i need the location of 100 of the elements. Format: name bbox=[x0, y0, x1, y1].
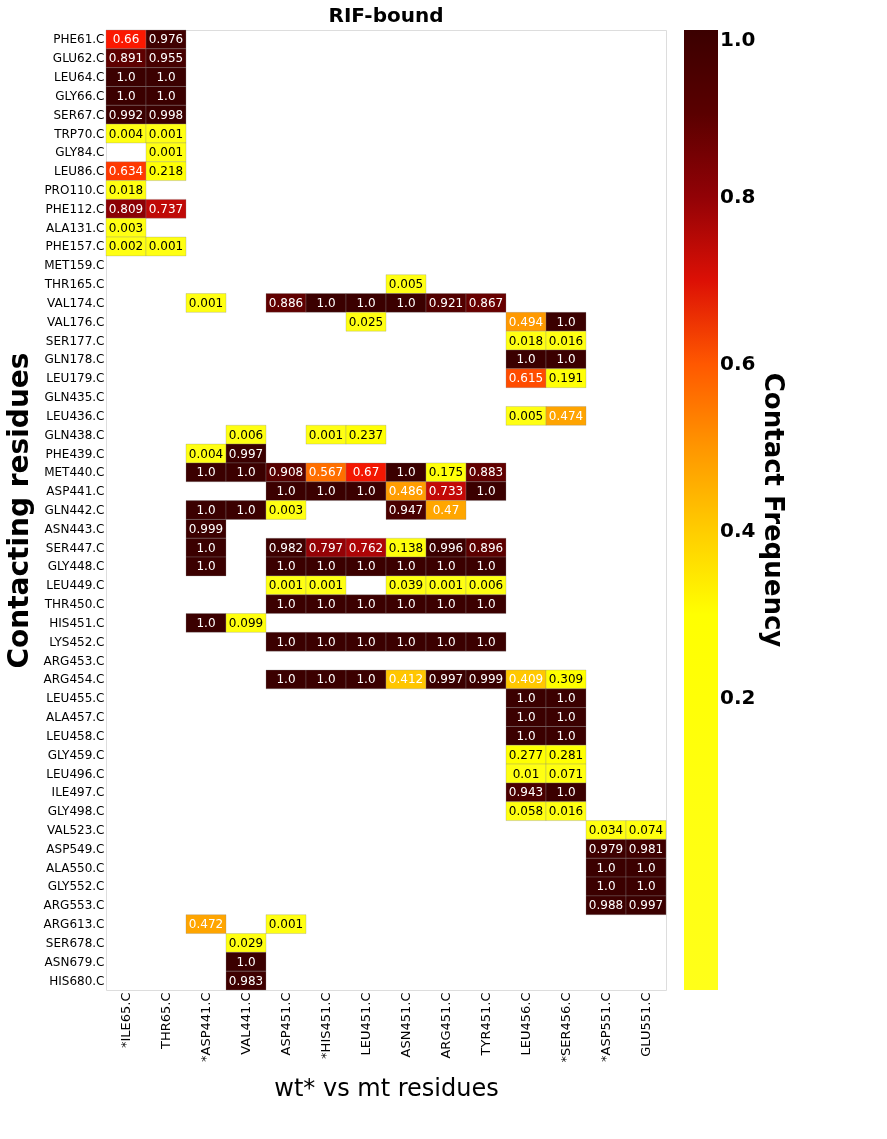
data-label: 1.0 bbox=[356, 597, 376, 612]
data-label: 0.409 bbox=[508, 672, 544, 687]
data-label: 0.976 bbox=[148, 32, 184, 47]
data-label: 0.001 bbox=[148, 239, 184, 254]
y-tick-label: LEU436.C bbox=[46, 408, 105, 423]
data-label: 1.0 bbox=[196, 465, 216, 480]
data-label: 0.472 bbox=[188, 917, 224, 932]
data-label: 1.0 bbox=[436, 597, 456, 612]
data-label: 0.016 bbox=[548, 804, 584, 819]
data-label: 0.001 bbox=[308, 427, 344, 442]
y-tick-label: HIS680.C bbox=[49, 973, 105, 988]
y-tick-label: ALA131.C bbox=[46, 220, 105, 235]
data-label: 0.983 bbox=[228, 973, 264, 988]
data-label: 1.0 bbox=[476, 597, 496, 612]
data-label: 0.237 bbox=[348, 427, 384, 442]
color-bar-title: Contact Frequency bbox=[759, 372, 789, 648]
data-label: 1.0 bbox=[196, 540, 216, 555]
data-label: 0.67 bbox=[352, 465, 380, 480]
y-tick-label: VAL176.C bbox=[47, 314, 105, 329]
data-label: 0.982 bbox=[268, 540, 304, 555]
data-label: 1.0 bbox=[516, 352, 536, 367]
data-label: 1.0 bbox=[436, 634, 456, 649]
data-label: 0.997 bbox=[428, 672, 464, 687]
x-tick-label: VAL441.C bbox=[238, 992, 253, 1055]
y-tick-label: ARG613.C bbox=[43, 917, 105, 932]
data-label: 1.0 bbox=[396, 559, 416, 574]
y-tick-label: PHE157.C bbox=[45, 239, 105, 254]
data-label: 0.992 bbox=[108, 107, 144, 122]
data-label: 0.001 bbox=[428, 578, 464, 593]
data-label: 1.0 bbox=[316, 295, 336, 310]
data-label: 1.0 bbox=[196, 615, 216, 630]
data-label: 1.0 bbox=[596, 860, 616, 875]
y-tick-label: GLY66.C bbox=[55, 88, 105, 103]
data-label: 1.0 bbox=[236, 503, 256, 517]
data-label: 1.0 bbox=[476, 559, 496, 574]
data-label: 1.0 bbox=[556, 710, 576, 725]
data-label: 0.955 bbox=[148, 51, 184, 66]
data-label: 0.001 bbox=[188, 295, 224, 310]
data-label: 0.883 bbox=[468, 465, 504, 480]
data-label: 0.006 bbox=[228, 427, 264, 442]
y-tick-label: GLN438.C bbox=[44, 427, 105, 442]
data-label: 0.47 bbox=[432, 503, 460, 517]
data-label: 0.099 bbox=[228, 615, 264, 630]
data-label: 0.001 bbox=[268, 578, 304, 593]
y-tick-label: THR165.C bbox=[43, 277, 105, 292]
y-tick-label: LEU455.C bbox=[46, 691, 105, 706]
data-label: 1.0 bbox=[156, 70, 176, 85]
data-label: 0.998 bbox=[148, 107, 184, 122]
data-label: 0.001 bbox=[148, 126, 184, 141]
data-label: 0.634 bbox=[108, 164, 144, 179]
y-tick-label: ARG553.C bbox=[43, 898, 105, 913]
data-label: 0.175 bbox=[428, 465, 464, 480]
x-tick-label: *ILE65.C bbox=[118, 992, 133, 1049]
x-tick-label: ARG451.C bbox=[438, 992, 453, 1059]
data-label: 1.0 bbox=[116, 88, 136, 103]
data-label: 1.0 bbox=[436, 559, 456, 574]
data-label: 1.0 bbox=[476, 484, 496, 499]
y-tick-label: TRP70.C bbox=[53, 126, 105, 141]
y-tick-label: HIS451.C bbox=[49, 615, 105, 630]
y-tick-label: ILE497.C bbox=[51, 785, 105, 800]
data-label: 1.0 bbox=[316, 484, 336, 499]
color-bar-label: 1.0 bbox=[720, 27, 756, 51]
data-label: 0.737 bbox=[148, 201, 184, 216]
y-tick-label: GLY459.C bbox=[47, 747, 105, 762]
data-label: 0.058 bbox=[508, 804, 544, 819]
x-tick-label: ASP451.C bbox=[278, 992, 293, 1056]
y-tick-label: ALA457.C bbox=[46, 710, 105, 725]
data-label: 0.074 bbox=[628, 823, 664, 837]
data-label: 1.0 bbox=[556, 352, 576, 367]
data-label: 0.981 bbox=[628, 841, 664, 856]
color-bar-label: 0.6 bbox=[720, 350, 756, 375]
data-label: 0.996 bbox=[428, 540, 464, 555]
data-label: 1.0 bbox=[396, 465, 416, 480]
y-tick-label: GLY498.C bbox=[47, 804, 105, 819]
data-label: 0.66 bbox=[112, 32, 140, 47]
x-tick-label: TYR451.C bbox=[478, 992, 493, 1057]
data-label: 0.029 bbox=[228, 935, 264, 950]
data-label: 1.0 bbox=[396, 597, 416, 612]
data-label: 0.003 bbox=[268, 503, 304, 517]
y-tick-label: ALA550.C bbox=[46, 860, 105, 875]
data-label: 0.002 bbox=[108, 239, 144, 254]
data-label: 0.999 bbox=[468, 672, 504, 687]
data-label: 0.018 bbox=[508, 333, 544, 348]
data-label: 0.733 bbox=[428, 484, 464, 499]
y-tick-label: PRO110.C bbox=[44, 183, 105, 197]
data-label: 0.281 bbox=[548, 747, 584, 762]
data-label: 0.997 bbox=[228, 446, 264, 461]
data-label: 1.0 bbox=[356, 634, 376, 649]
data-label: 1.0 bbox=[476, 634, 496, 649]
y-tick-label: PHE61.C bbox=[53, 32, 105, 47]
data-label: 1.0 bbox=[556, 785, 576, 800]
data-label: 1.0 bbox=[196, 503, 216, 517]
y-tick-label: GLY448.C bbox=[47, 559, 105, 574]
y-tick-label: ASN443.C bbox=[44, 521, 105, 536]
data-label: 0.191 bbox=[548, 371, 584, 386]
data-label: 1.0 bbox=[356, 484, 376, 499]
y-tick-label: ARG453.C bbox=[43, 653, 105, 668]
y-tick-label: LEU64.C bbox=[53, 70, 105, 85]
chart-title: RIF-bound bbox=[328, 2, 444, 27]
data-label: 1.0 bbox=[636, 860, 656, 875]
